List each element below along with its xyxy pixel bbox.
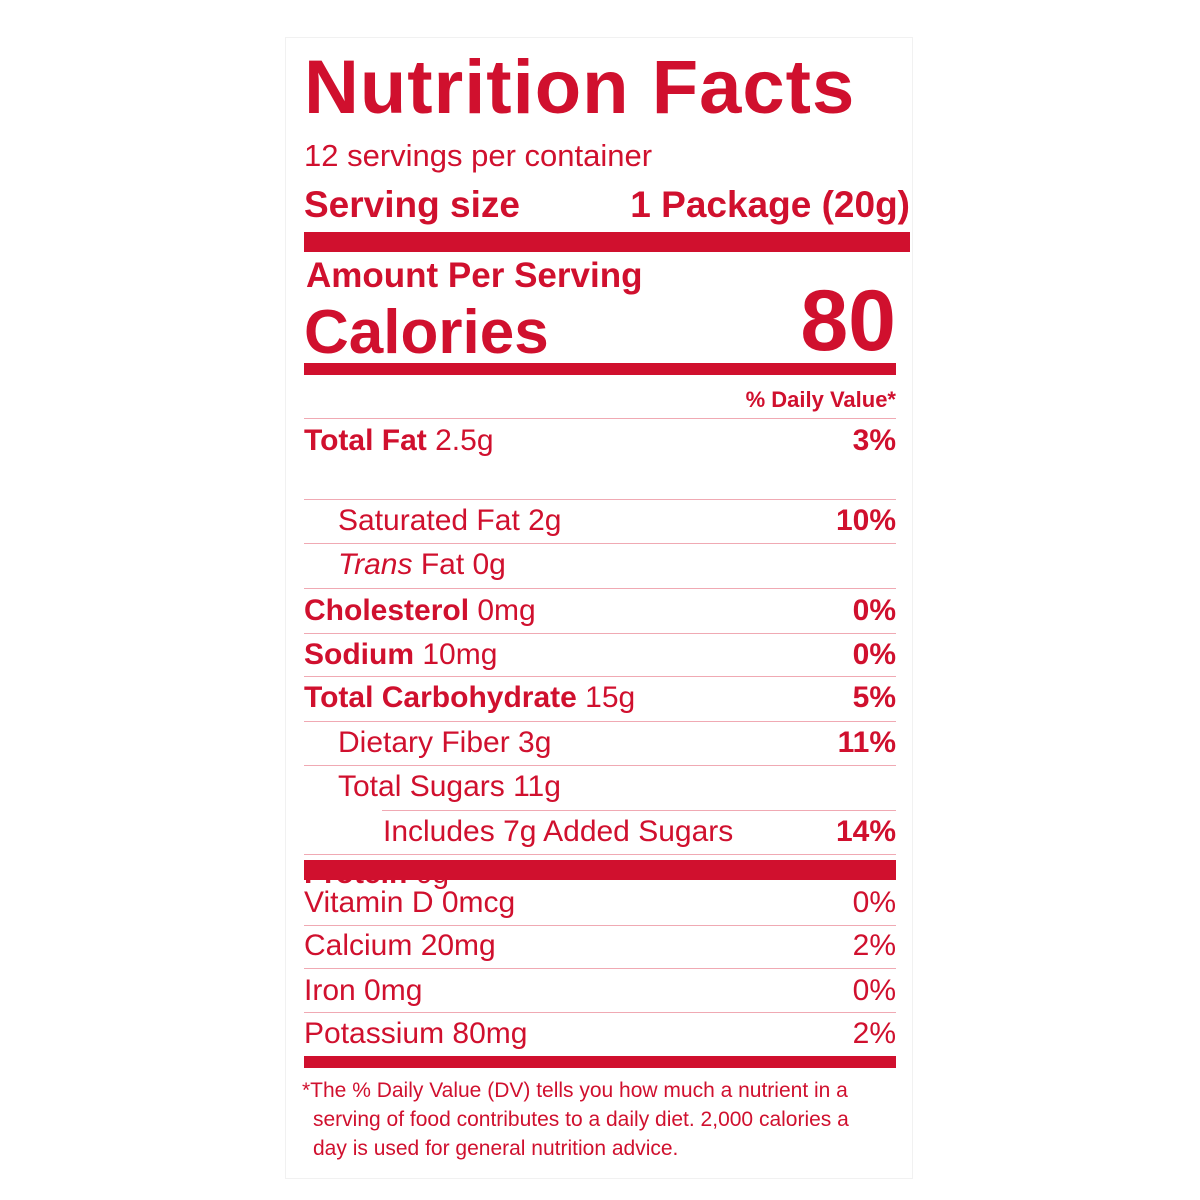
nutrient-amount: 15g	[585, 681, 636, 714]
thick-divider	[304, 860, 896, 880]
divider-line	[382, 810, 896, 811]
calories-value: 80	[800, 273, 896, 369]
nutrient-added-sugars: Includes 7g Added Sugars	[383, 815, 734, 848]
divider-line	[304, 925, 896, 926]
servings-per-container: 12 servings per container	[304, 138, 653, 173]
divider-line	[304, 543, 896, 544]
divider-line	[304, 499, 896, 500]
nutrient-cholesterol: Cholesterol 0mg	[304, 596, 536, 626]
divider-line	[304, 588, 896, 589]
divider-line	[304, 418, 896, 419]
vitamin-dv: 2%	[852, 1017, 896, 1050]
nutrient-name: Total Carbohydrate	[304, 681, 577, 714]
footnote-line-1: *The % Daily Value (DV) tells you how mu…	[302, 1079, 848, 1102]
nutrient-total-fat: Total Fat 2.5g	[304, 426, 494, 456]
amount-per-serving-label: Amount Per Serving	[306, 256, 643, 295]
iron: Iron 0mg	[304, 974, 423, 1007]
divider-line	[304, 676, 896, 677]
serving-size-value: 1 Package (20g)	[630, 184, 910, 225]
serving-size-label: Serving size	[304, 184, 520, 225]
divider-line	[304, 1012, 896, 1013]
vitamin-dv: 0%	[852, 974, 896, 1007]
divider-line	[304, 633, 896, 634]
vitamin-dv: 2%	[852, 929, 896, 962]
footnote-line-2: serving of food contributes to a daily d…	[313, 1108, 849, 1131]
label-title: Nutrition Facts	[304, 45, 856, 130]
daily-value-header: % Daily Value*	[745, 387, 896, 412]
nutrient-amount: 2.5g	[435, 424, 494, 457]
nutrient-dv: 14%	[835, 815, 896, 848]
nutrient-total-sugars: Total Sugars 11g	[338, 770, 561, 803]
nutrient-total-carbohydrate: Total Carbohydrate 15g	[304, 683, 635, 713]
divider-line	[304, 968, 896, 969]
potassium: Potassium 80mg	[304, 1017, 528, 1050]
nutrient-saturated-fat: Saturated Fat 2g	[338, 504, 562, 537]
medium-divider	[304, 1056, 896, 1068]
calories-label: Calories	[304, 298, 549, 367]
nutrient-trans-fat: Trans Fat 0g	[338, 550, 506, 580]
nutrition-facts-label: Nutrition Facts 12 servings per containe…	[286, 38, 912, 1178]
nutrient-amount: 0mg	[477, 594, 536, 627]
divider-line	[304, 721, 896, 722]
nutrient-dv: 3%	[852, 424, 896, 457]
nutrient-name: Cholesterol	[304, 594, 470, 627]
vitamin-d: Vitamin D 0mcg	[304, 886, 516, 919]
nutrient-amount: 10mg	[422, 638, 498, 671]
nutrient-name: Sodium	[304, 638, 414, 671]
thick-divider	[304, 232, 910, 252]
medium-divider	[304, 363, 896, 375]
nutrient-name: Total Fat	[304, 424, 427, 457]
vitamin-dv: 0%	[852, 886, 896, 919]
footnote-line-3: day is used for general nutrition advice…	[313, 1137, 679, 1160]
divider-line	[304, 765, 896, 766]
nutrient-dv: 0%	[852, 638, 896, 671]
nutrient-dietary-fiber: Dietary Fiber 3g	[338, 726, 552, 759]
nutrient-dv: 11%	[837, 726, 896, 759]
nutrient-dv: 5%	[852, 681, 896, 714]
nutrient-dv: 0%	[852, 594, 896, 627]
nutrient-name-italic: Trans	[338, 548, 413, 581]
nutrient-name-rest: Fat 0g	[420, 548, 506, 581]
divider-line	[304, 854, 896, 855]
calcium: Calcium 20mg	[304, 929, 496, 962]
nutrient-dv: 10%	[835, 504, 896, 537]
nutrient-sodium: Sodium 10mg	[304, 640, 497, 670]
